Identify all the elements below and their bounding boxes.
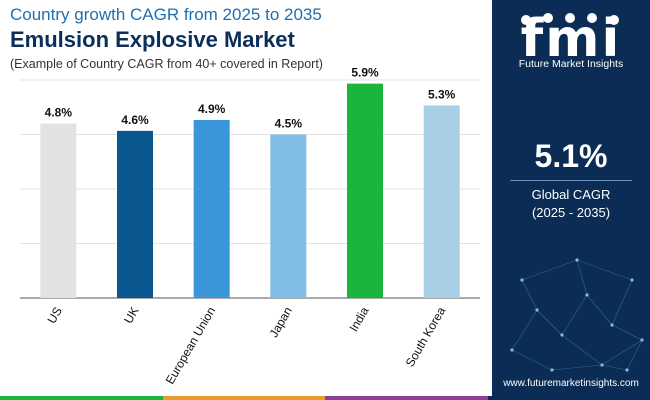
global-cagr-period: (2025 - 2035): [531, 205, 611, 220]
strip-segment: [325, 396, 488, 400]
strip-segment: [162, 396, 325, 400]
bar-japan: [270, 134, 307, 298]
global-cagr-value: 5.1%: [534, 138, 608, 174]
x-tick-label: India: [346, 304, 371, 334]
bar-south-korea: [423, 105, 460, 298]
bar-value-label: 4.8%: [45, 106, 73, 120]
x-tick-label: UK: [121, 305, 141, 326]
market-title: Emulsion Explosive Market: [10, 27, 295, 52]
chart-title: Country growth CAGR from 2025 to 2035: [10, 5, 322, 24]
bar-value-label: 5.9%: [351, 66, 379, 80]
network-graphic-icon: [510, 258, 644, 372]
fmi-logo-icon: fmi: [521, 9, 620, 69]
logo-dot-icon: [565, 13, 575, 23]
bar-india: [347, 83, 383, 298]
website-link[interactable]: www.futuremarketinsights.com: [503, 378, 639, 389]
divider: [510, 180, 632, 181]
x-tick-label: US: [44, 305, 64, 326]
bar-value-label: 5.3%: [428, 87, 456, 101]
bar-value-label: 4.5%: [275, 117, 303, 131]
color-strip: [0, 396, 650, 400]
x-tick-label: Japan: [266, 305, 294, 340]
logo-dot-icon: [587, 13, 597, 23]
global-cagr-label: Global CAGR: [531, 187, 611, 202]
bar-us: [40, 123, 77, 298]
strip-segment: [487, 396, 650, 400]
bar-european-union: [193, 119, 230, 298]
brand-name: Future Market Insights: [518, 58, 624, 70]
summary-sidebar: fmi Future Market Insights 5.1% Global C…: [492, 0, 650, 400]
x-tick-label: European Union: [163, 305, 218, 387]
bar-value-label: 4.6%: [121, 113, 149, 127]
bar-uk: [117, 130, 153, 298]
logo-dot-icon: [521, 15, 531, 25]
bar-value-label: 4.9%: [198, 102, 226, 116]
x-tick-label: South Korea: [403, 304, 449, 369]
strip-segment: [0, 396, 163, 400]
logo-dot-icon: [609, 15, 619, 25]
chart-subtitle: (Example of Country CAGR from 40+ covere…: [10, 57, 323, 71]
chart-panel: Country growth CAGR from 2025 to 2035 Em…: [10, 5, 480, 387]
bar-chart: 4.8% US 4.6% UK 4.9% European Union 4.5% Japan 5…: [20, 66, 480, 387]
logo-dot-icon: [543, 13, 553, 23]
